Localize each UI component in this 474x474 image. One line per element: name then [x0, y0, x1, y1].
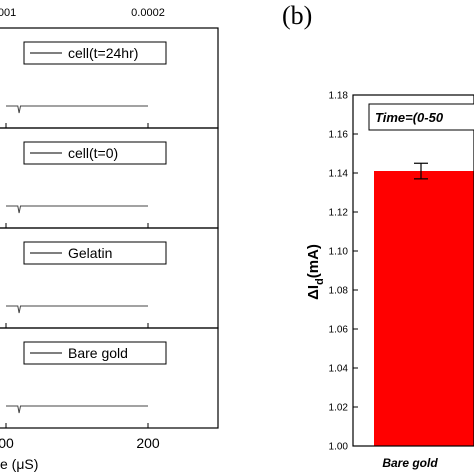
- trace-line: [6, 105, 148, 114]
- annotation-text: Time=(0-50: [375, 110, 444, 125]
- x-axis-label: e (μS): [0, 456, 38, 472]
- svg-text:ΔId(mA): ΔId(mA): [305, 244, 326, 300]
- legend-box: [23, 241, 167, 265]
- legend-label: cell(t=0): [68, 145, 118, 161]
- legend-label: Bare gold: [68, 345, 128, 361]
- top-tick-label-2: 0.0002: [131, 7, 165, 19]
- y-axis-label: ΔId(mA): [305, 244, 326, 300]
- legend-label: Gelatin: [68, 245, 112, 261]
- bar-bare-gold: [374, 171, 474, 446]
- error-bar: [414, 162, 428, 180]
- legend-box: [23, 141, 167, 165]
- y-tick-label: 1.02: [329, 403, 349, 414]
- legend-label: cell(t=24hr): [68, 45, 138, 61]
- y-tick-label: 1.10: [329, 247, 349, 258]
- x-tick-label-2: 200: [136, 435, 160, 451]
- legend-box: [23, 41, 167, 65]
- y-axis-label-main: ΔI: [305, 285, 322, 300]
- subplot-frame: [0, 327, 219, 429]
- y-axis-label-sub: d: [314, 278, 326, 285]
- subplot-2: cell(t=0): [0, 127, 219, 229]
- y-axis-ticks: 1.00 1.02 1.04 1.06 1.08 1.10 1.12 1.14 1.16 1.18: [329, 91, 358, 453]
- panel-b-label: (b): [282, 1, 312, 30]
- y-tick-label: 1.06: [329, 325, 349, 336]
- category-label: Bare gold: [382, 456, 438, 470]
- plot-frame: [352, 94, 474, 447]
- y-tick-label: 1.16: [329, 130, 349, 141]
- trace-line: [6, 305, 148, 314]
- trace-line: [6, 405, 148, 414]
- trace-line: [6, 205, 148, 214]
- x-tick-label-1: 00: [0, 435, 14, 451]
- top-tick-label-1: 0001: [0, 7, 16, 19]
- legend-box: [23, 341, 167, 365]
- y-axis-label-unit: (mA): [305, 244, 322, 278]
- y-tick-label: 1.08: [329, 286, 349, 297]
- y-tick-label: 1.12: [329, 208, 349, 219]
- panel-b: (b) 1.00 1.02 1.04 1.06 1.08 1.10 1.12 1.14 1.16…: [282, 1, 474, 470]
- y-tick-label: 1.18: [329, 91, 349, 102]
- panel-a: 0001 0.0002 cell(t=24hr) cell(t=0) Gelatin…: [0, 7, 219, 472]
- subplot-1: cell(t=24hr): [0, 27, 219, 129]
- subplots: cell(t=24hr) cell(t=0) Gelatin Bare gold: [0, 27, 219, 429]
- y-tick-label: 1.14: [329, 169, 349, 180]
- subplot-4: Bare gold: [0, 327, 219, 429]
- y-tick-label: 1.04: [329, 364, 349, 375]
- y-tick-label: 1.00: [329, 442, 349, 453]
- annotation-box: [368, 103, 474, 131]
